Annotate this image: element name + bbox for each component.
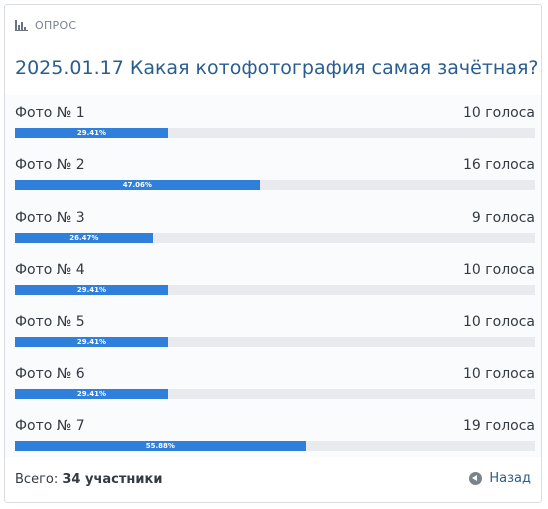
- option-votes: 16 голоса: [463, 157, 535, 173]
- option-bar-fill: 29.41%: [15, 285, 168, 295]
- poll-total-prefix: Всего:: [15, 472, 59, 487]
- option-percent: 29.41%: [76, 129, 107, 137]
- poll-option-5: Фото № 5 10 голоса 29.41%: [15, 314, 535, 354]
- option-bar-track: 29.41%: [15, 389, 535, 399]
- option-votes: 10 голоса: [463, 105, 535, 121]
- arrow-left-circle-icon: [469, 472, 483, 485]
- option-name: Фото № 2: [15, 157, 85, 173]
- option-bar-fill: 26.47%: [15, 233, 153, 243]
- poll-option-7: Фото № 7 19 голоса 55.88%: [15, 418, 535, 458]
- option-percent: 29.41%: [76, 390, 107, 398]
- option-bar-track: 29.41%: [15, 337, 535, 347]
- option-votes: 10 голоса: [463, 314, 535, 330]
- option-bar-fill: 55.88%: [15, 441, 306, 451]
- option-name: Фото № 7: [15, 418, 85, 434]
- option-percent: 29.41%: [76, 338, 107, 346]
- poll-option-2: Фото № 2 16 голоса 47.06%: [15, 157, 535, 197]
- option-votes: 10 голоса: [463, 262, 535, 278]
- option-name: Фото № 4: [15, 262, 85, 278]
- poll-option-3: Фото № 3 9 голоса 26.47%: [15, 210, 535, 250]
- option-bar-fill: 29.41%: [15, 128, 168, 138]
- option-bar-fill: 47.06%: [15, 180, 260, 190]
- poll-total-value: 34 участники: [62, 472, 163, 487]
- option-percent: 26.47%: [69, 234, 99, 242]
- option-name: Фото № 5: [15, 314, 85, 330]
- poll-option-6: Фото № 6 10 голоса 29.41%: [15, 366, 535, 406]
- poll-header: ОПРОС: [15, 19, 76, 32]
- option-bar-track: 29.41%: [15, 128, 535, 138]
- option-bar-fill: 29.41%: [15, 389, 168, 399]
- option-bar-track: 47.06%: [15, 180, 535, 190]
- option-bar-track: 29.41%: [15, 285, 535, 295]
- option-votes: 9 голоса: [471, 210, 535, 226]
- option-bar-fill: 29.41%: [15, 337, 168, 347]
- option-bar-track: 55.88%: [15, 441, 535, 451]
- poll-title: 2025.01.17 Какая котофотография самая за…: [15, 57, 539, 79]
- option-percent: 55.88%: [145, 442, 175, 450]
- bar-chart-icon: [15, 20, 28, 31]
- option-bar-track: 26.47%: [15, 233, 535, 243]
- back-link-label: Назад: [489, 471, 531, 486]
- poll-option-4: Фото № 4 10 голоса 29.41%: [15, 262, 535, 302]
- back-link[interactable]: Назад: [469, 471, 531, 486]
- poll-header-label: ОПРОС: [35, 19, 77, 32]
- poll-card: ОПРОС 2025.01.17 Какая котофотография са…: [4, 4, 542, 503]
- option-votes: 19 голоса: [463, 418, 535, 434]
- option-name: Фото № 6: [15, 366, 85, 382]
- option-name: Фото № 3: [15, 210, 85, 226]
- option-votes: 10 голоса: [463, 366, 535, 382]
- poll-results: Фото № 1 10 голоса 29.41% Фото № 2 16 го…: [5, 95, 541, 457]
- option-percent: 47.06%: [122, 181, 152, 189]
- poll-option-1: Фото № 1 10 голоса 29.41%: [15, 105, 535, 145]
- option-percent: 29.41%: [76, 286, 107, 294]
- poll-total: Всего: 34 участники: [15, 472, 162, 487]
- option-name: Фото № 1: [15, 105, 85, 121]
